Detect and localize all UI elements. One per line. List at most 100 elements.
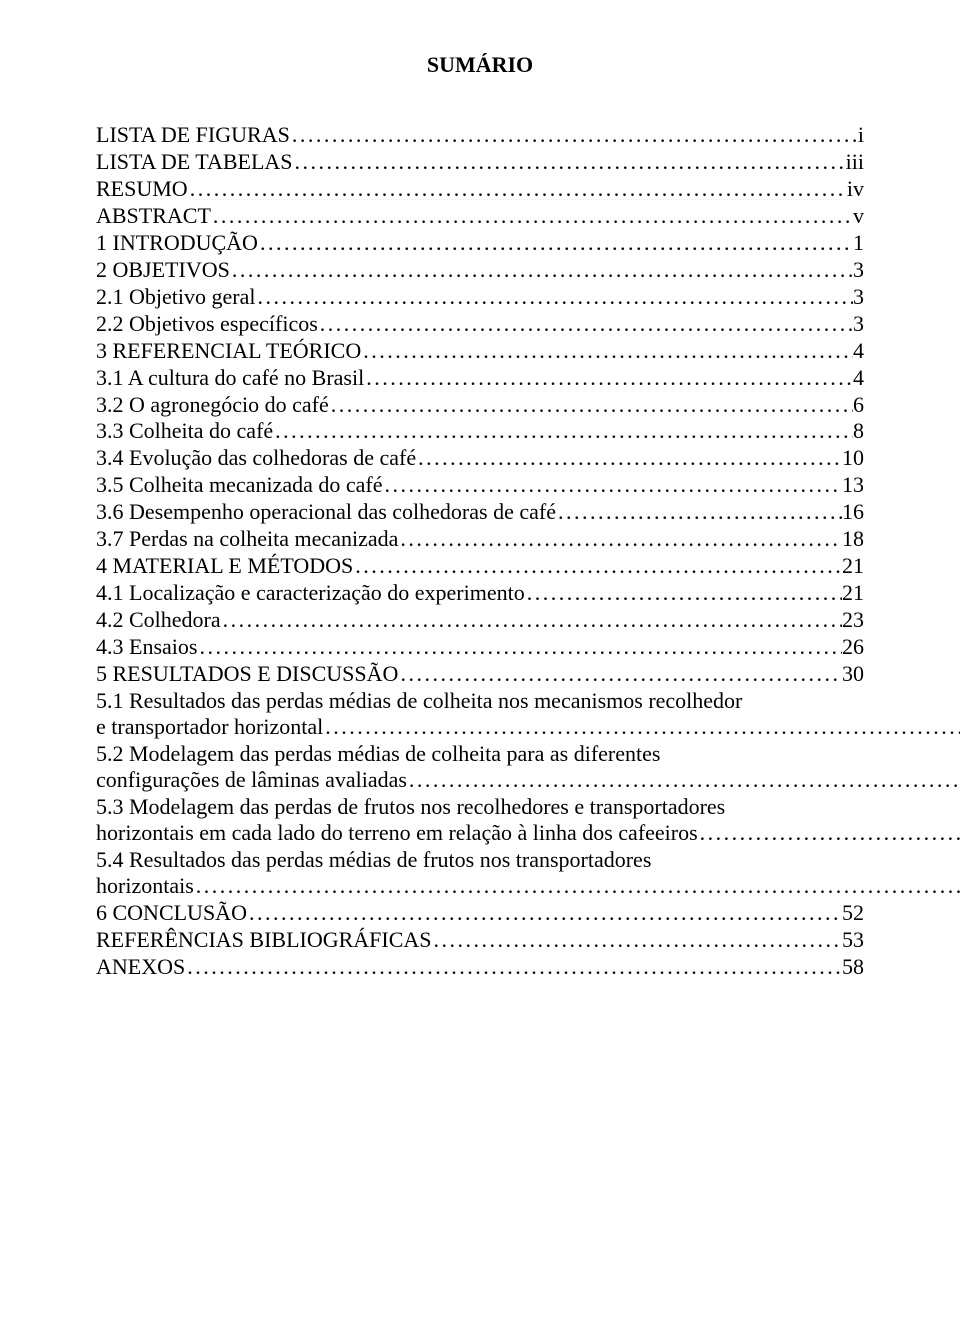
toc-entry-page: 8 bbox=[853, 418, 864, 444]
toc-entry: 3.7 Perdas na colheita mecanizada 18 bbox=[96, 526, 864, 552]
toc-entry-page: 21 bbox=[842, 580, 864, 606]
toc-leader-dots bbox=[382, 472, 842, 498]
toc-entry-page: 53 bbox=[842, 927, 864, 953]
toc-entry: 3.2 O agronegócio do café6 bbox=[96, 392, 864, 418]
toc-entry-page: v bbox=[853, 203, 864, 229]
toc-entry: 2.2 Objetivos específicos3 bbox=[96, 311, 864, 337]
toc-leader-dots bbox=[364, 365, 853, 391]
toc-entry-label: 3 REFERENCIAL TEÓRICO bbox=[96, 338, 361, 364]
toc-entry-label: 3.3 Colheita do café bbox=[96, 418, 273, 444]
toc-entry-label: REFERÊNCIAS BIBLIOGRÁFICAS bbox=[96, 927, 432, 953]
toc-entry-page: 10 bbox=[842, 445, 864, 471]
toc-entry-page: 4 bbox=[853, 365, 864, 391]
toc-entry-label-line2: horizontais bbox=[96, 873, 194, 899]
toc-entry-page: 4 bbox=[853, 338, 864, 364]
toc-entry: 2.1 Objetivo geral 3 bbox=[96, 284, 864, 310]
page-title: SUMÁRIO bbox=[96, 52, 864, 78]
toc-leader-dots bbox=[361, 338, 853, 364]
toc-leader-dots bbox=[407, 767, 960, 793]
toc-entry: 1 INTRODUÇÃO 1 bbox=[96, 230, 864, 256]
table-of-contents: LISTA DE FIGURASiLISTA DE TABELASiiiRESU… bbox=[96, 122, 864, 980]
toc-entry: 4.1 Localização e caracterização do expe… bbox=[96, 580, 864, 606]
toc-leader-dots bbox=[255, 284, 853, 310]
toc-entry: LISTA DE FIGURAS i bbox=[96, 122, 864, 148]
toc-entry-page: 3 bbox=[853, 257, 864, 283]
toc-entry-label: 3.4 Evolução das colhedoras de café bbox=[96, 445, 416, 471]
toc-entry: 2 OBJETIVOS 3 bbox=[96, 257, 864, 283]
toc-entry-label: 3.7 Perdas na colheita mecanizada bbox=[96, 526, 398, 552]
toc-entry: ABSTRACT v bbox=[96, 203, 864, 229]
toc-entry-label-line1: 5.1 Resultados das perdas médias de colh… bbox=[96, 688, 864, 714]
toc-leader-dots bbox=[221, 607, 842, 633]
toc-leader-dots bbox=[318, 311, 853, 337]
toc-leader-dots bbox=[293, 149, 846, 175]
toc-leader-dots bbox=[353, 553, 842, 579]
toc-entry: 3.4 Evolução das colhedoras de café 10 bbox=[96, 445, 864, 471]
toc-entry-label-line1: 5.2 Modelagem das perdas médias de colhe… bbox=[96, 741, 864, 767]
toc-leader-dots bbox=[194, 873, 960, 899]
toc-leader-dots bbox=[432, 927, 842, 953]
toc-entry: 5 RESULTADOS E DISCUSSÃO 30 bbox=[96, 661, 864, 687]
toc-entry-label: 3.1 A cultura do café no Brasil bbox=[96, 365, 364, 391]
toc-entry-label: ANEXOS bbox=[96, 954, 185, 980]
toc-entry: 5.2 Modelagem das perdas médias de colhe… bbox=[96, 741, 864, 793]
toc-entry-page: 16 bbox=[842, 499, 864, 525]
toc-entry-page: 18 bbox=[842, 526, 864, 552]
toc-entry: REFERÊNCIAS BIBLIOGRÁFICAS 53 bbox=[96, 927, 864, 953]
toc-entry: 6 CONCLUSÃO52 bbox=[96, 900, 864, 926]
toc-entry-page: iv bbox=[847, 176, 864, 202]
toc-entry-page: 3 bbox=[853, 311, 864, 337]
toc-entry-label: RESUMO bbox=[96, 176, 188, 202]
toc-entry-label: LISTA DE FIGURAS bbox=[96, 122, 290, 148]
toc-entry-page: 52 bbox=[842, 900, 864, 926]
toc-entry-page: 30 bbox=[842, 661, 864, 687]
toc-entry-label-line1: 5.4 Resultados das perdas médias de frut… bbox=[96, 847, 864, 873]
toc-entry-page: 1 bbox=[853, 230, 864, 256]
toc-leader-dots bbox=[230, 257, 853, 283]
toc-leader-dots bbox=[416, 445, 842, 471]
toc-entry: 3.3 Colheita do café 8 bbox=[96, 418, 864, 444]
toc-entry-label: 1 INTRODUÇÃO bbox=[96, 230, 258, 256]
toc-entry-page: i bbox=[858, 122, 864, 148]
toc-entry-label-line2: configurações de lâminas avaliadas bbox=[96, 767, 407, 793]
toc-entry-label: 2 OBJETIVOS bbox=[96, 257, 230, 283]
toc-entry: 5.1 Resultados das perdas médias de colh… bbox=[96, 688, 864, 740]
toc-leader-dots bbox=[185, 954, 842, 980]
toc-entry-page: 6 bbox=[853, 392, 864, 418]
toc-leader-dots bbox=[290, 122, 858, 148]
toc-entry-label: 4 MATERIAL E MÉTODOS bbox=[96, 553, 353, 579]
toc-entry-label: 2.1 Objetivo geral bbox=[96, 284, 255, 310]
toc-entry-page: 3 bbox=[853, 284, 864, 310]
toc-entry: 3.6 Desempenho operacional das colhedora… bbox=[96, 499, 864, 525]
toc-entry-page: 23 bbox=[842, 607, 864, 633]
toc-entry-label: 4.1 Localização e caracterização do expe… bbox=[96, 580, 525, 606]
toc-entry-label: 3.6 Desempenho operacional das colhedora… bbox=[96, 499, 556, 525]
toc-entry-label: 4.3 Ensaios bbox=[96, 634, 197, 660]
toc-entry-page: iii bbox=[846, 149, 864, 175]
toc-entry: 4.2 Colhedora 23 bbox=[96, 607, 864, 633]
toc-entry-label: LISTA DE TABELAS bbox=[96, 149, 293, 175]
toc-entry-label: ABSTRACT bbox=[96, 203, 211, 229]
toc-leader-dots bbox=[329, 392, 853, 418]
toc-entry: RESUMO iv bbox=[96, 176, 864, 202]
toc-leader-dots bbox=[398, 661, 842, 687]
toc-leader-dots bbox=[273, 418, 853, 444]
toc-entry-label: 4.2 Colhedora bbox=[96, 607, 221, 633]
toc-leader-dots bbox=[247, 900, 842, 926]
toc-entry: 3.5 Colheita mecanizada do café13 bbox=[96, 472, 864, 498]
toc-leader-dots bbox=[211, 203, 853, 229]
toc-entry-page: 26 bbox=[842, 634, 864, 660]
toc-entry-label-line1: 5.3 Modelagem das perdas de frutos nos r… bbox=[96, 794, 864, 820]
toc-entry-label: 5 RESULTADOS E DISCUSSÃO bbox=[96, 661, 398, 687]
toc-entry: 5.3 Modelagem das perdas de frutos nos r… bbox=[96, 794, 864, 846]
toc-leader-dots bbox=[556, 499, 842, 525]
toc-entry-page: 58 bbox=[842, 954, 864, 980]
toc-leader-dots bbox=[188, 176, 847, 202]
toc-leader-dots bbox=[197, 634, 842, 660]
toc-leader-dots bbox=[525, 580, 842, 606]
toc-entry-label-line2: horizontais em cada lado do terreno em r… bbox=[96, 820, 698, 846]
toc-leader-dots bbox=[258, 230, 853, 256]
toc-entry: LISTA DE TABELAS iii bbox=[96, 149, 864, 175]
toc-entry: 3.1 A cultura do café no Brasil 4 bbox=[96, 365, 864, 391]
toc-entry: ANEXOS 58 bbox=[96, 954, 864, 980]
